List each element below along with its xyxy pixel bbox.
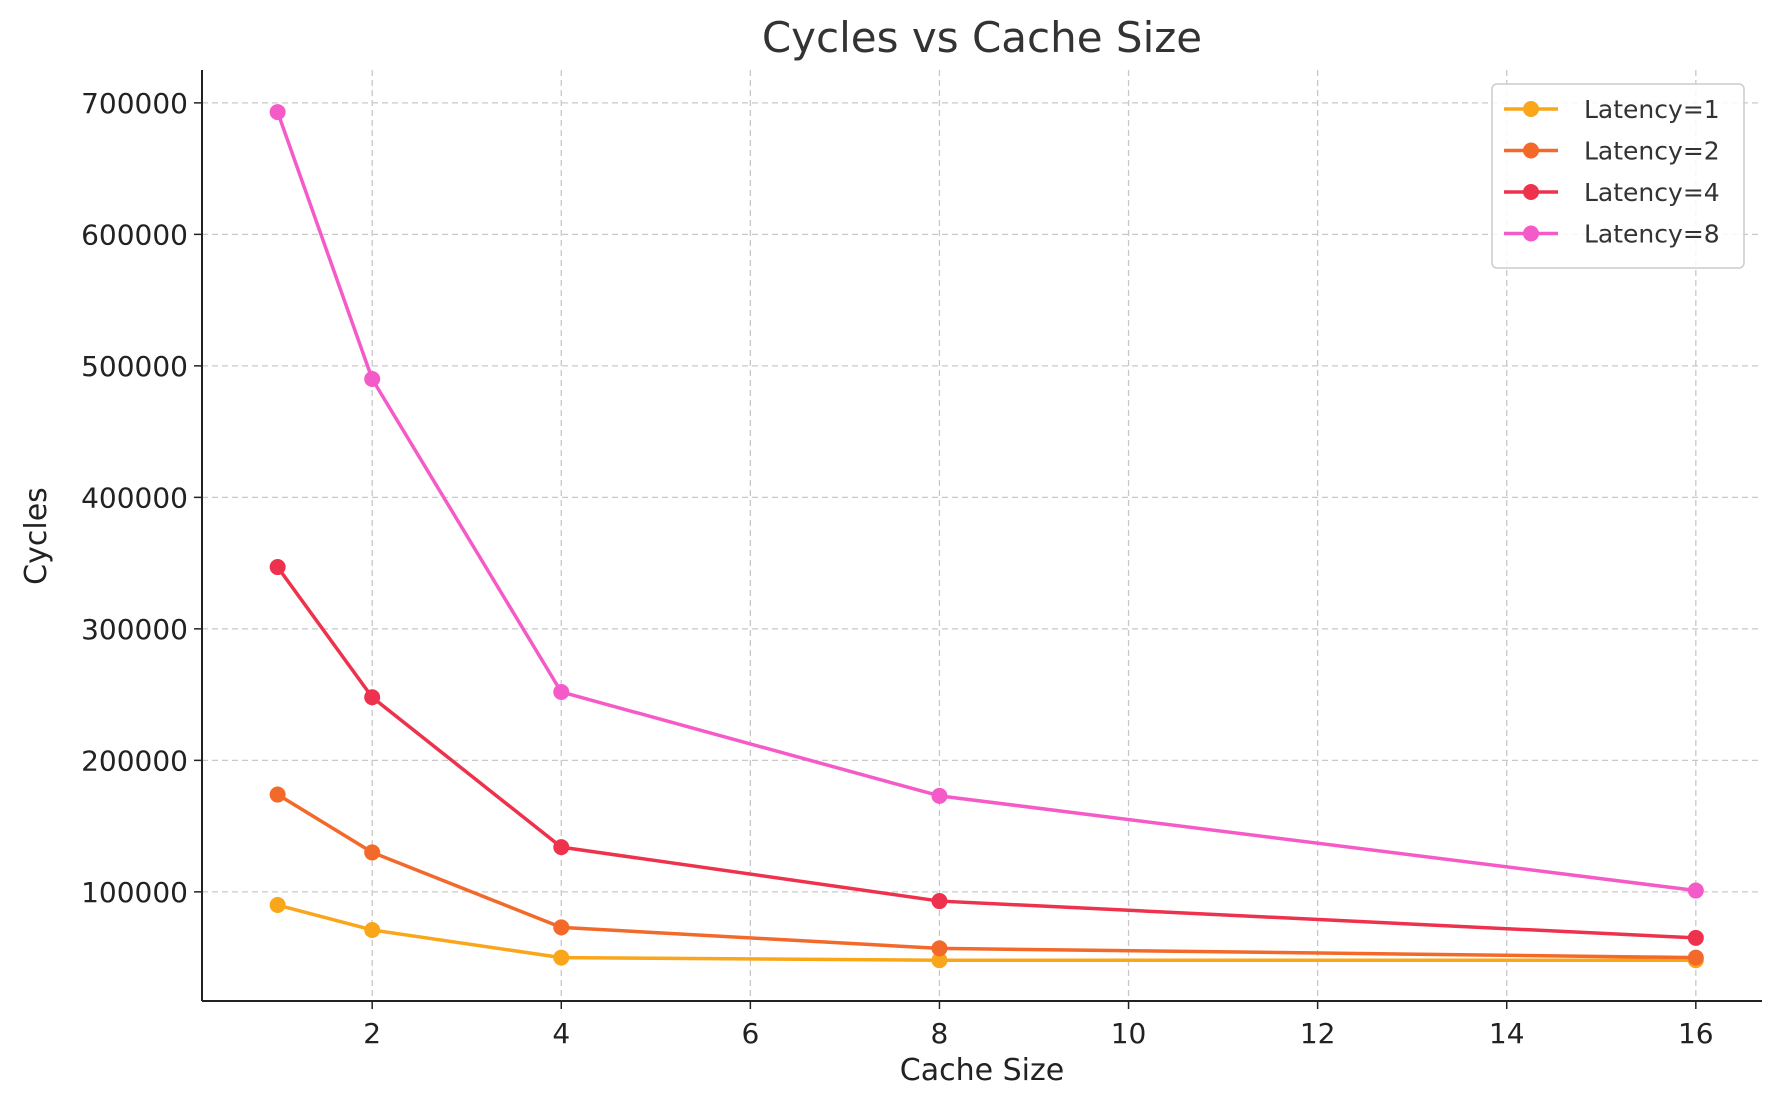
axes — [201, 70, 1762, 1002]
legend-swatch-marker — [1523, 142, 1539, 159]
legend-label: Latency=4 — [1584, 178, 1720, 207]
series-line — [275, 110, 1698, 893]
y-tick-label: 600000 — [81, 218, 188, 251]
x-tick-label: 12 — [1300, 1017, 1336, 1050]
data-point — [269, 559, 286, 576]
data-point — [931, 893, 948, 910]
series-lines — [269, 104, 1704, 969]
series-line — [275, 565, 1698, 940]
series-latency-8 — [269, 104, 1704, 899]
legend-item: Latency=4 — [1504, 178, 1720, 207]
series-line — [275, 903, 1698, 962]
legend: Latency=1 Latency=2 Latency=4 Latency=8 — [1491, 83, 1745, 269]
x-axis-label: Cache Size — [900, 1053, 1064, 1088]
data-point — [553, 949, 570, 966]
legend-frame — [1491, 83, 1745, 269]
x-tick-label: 14 — [1489, 1017, 1525, 1050]
series-latency-4 — [269, 559, 1704, 946]
data-point — [364, 371, 381, 388]
data-point — [364, 844, 381, 861]
legend-swatch-marker — [1523, 101, 1539, 117]
legend-item: Latency=8 — [1504, 220, 1720, 249]
data-point — [364, 689, 381, 706]
data-point — [269, 786, 286, 803]
data-point — [364, 921, 381, 938]
data-point — [1687, 882, 1704, 899]
x-tick-label: 10 — [1111, 1017, 1147, 1050]
data-point — [553, 683, 570, 700]
legend-label: Latency=2 — [1584, 137, 1720, 166]
data-point — [931, 940, 948, 957]
series-latency-1 — [269, 897, 1704, 969]
data-point — [553, 919, 570, 936]
y-tick-label: 100000 — [81, 876, 188, 909]
ticks: 2 4 6 8 10 12 14 16 100000 200000 300000 400000 5000… — [81, 87, 1714, 1050]
legend-swatch-marker — [1523, 184, 1539, 200]
x-tick-label: 8 — [931, 1017, 949, 1050]
legend-label: Latency=8 — [1584, 220, 1720, 249]
y-tick-label: 500000 — [81, 350, 188, 383]
legend-item: Latency=2 — [1504, 137, 1720, 166]
y-tick-label: 400000 — [81, 481, 188, 514]
data-point — [931, 952, 948, 969]
legend-item: Latency=1 — [1504, 95, 1720, 124]
data-point — [1687, 929, 1704, 946]
y-axis-label: Cycles — [19, 487, 54, 585]
data-point — [1687, 949, 1704, 966]
data-point — [553, 839, 570, 856]
series-line — [275, 792, 1698, 960]
data-point — [931, 787, 948, 804]
data-point — [269, 104, 286, 121]
x-tick-label: 6 — [741, 1017, 759, 1050]
x-tick-label: 2 — [363, 1017, 381, 1050]
x-tick-label: 16 — [1678, 1017, 1714, 1050]
data-point — [269, 897, 286, 914]
y-tick-label: 300000 — [81, 613, 188, 646]
y-tick-label: 700000 — [81, 87, 188, 120]
y-tick-label: 200000 — [81, 744, 188, 777]
x-tick-label: 4 — [552, 1017, 570, 1050]
legend-swatch-marker — [1523, 225, 1539, 242]
chart-title: Cycles vs Cache Size — [762, 13, 1202, 62]
legend-label: Latency=1 — [1584, 95, 1720, 124]
series-latency-2 — [269, 786, 1704, 966]
